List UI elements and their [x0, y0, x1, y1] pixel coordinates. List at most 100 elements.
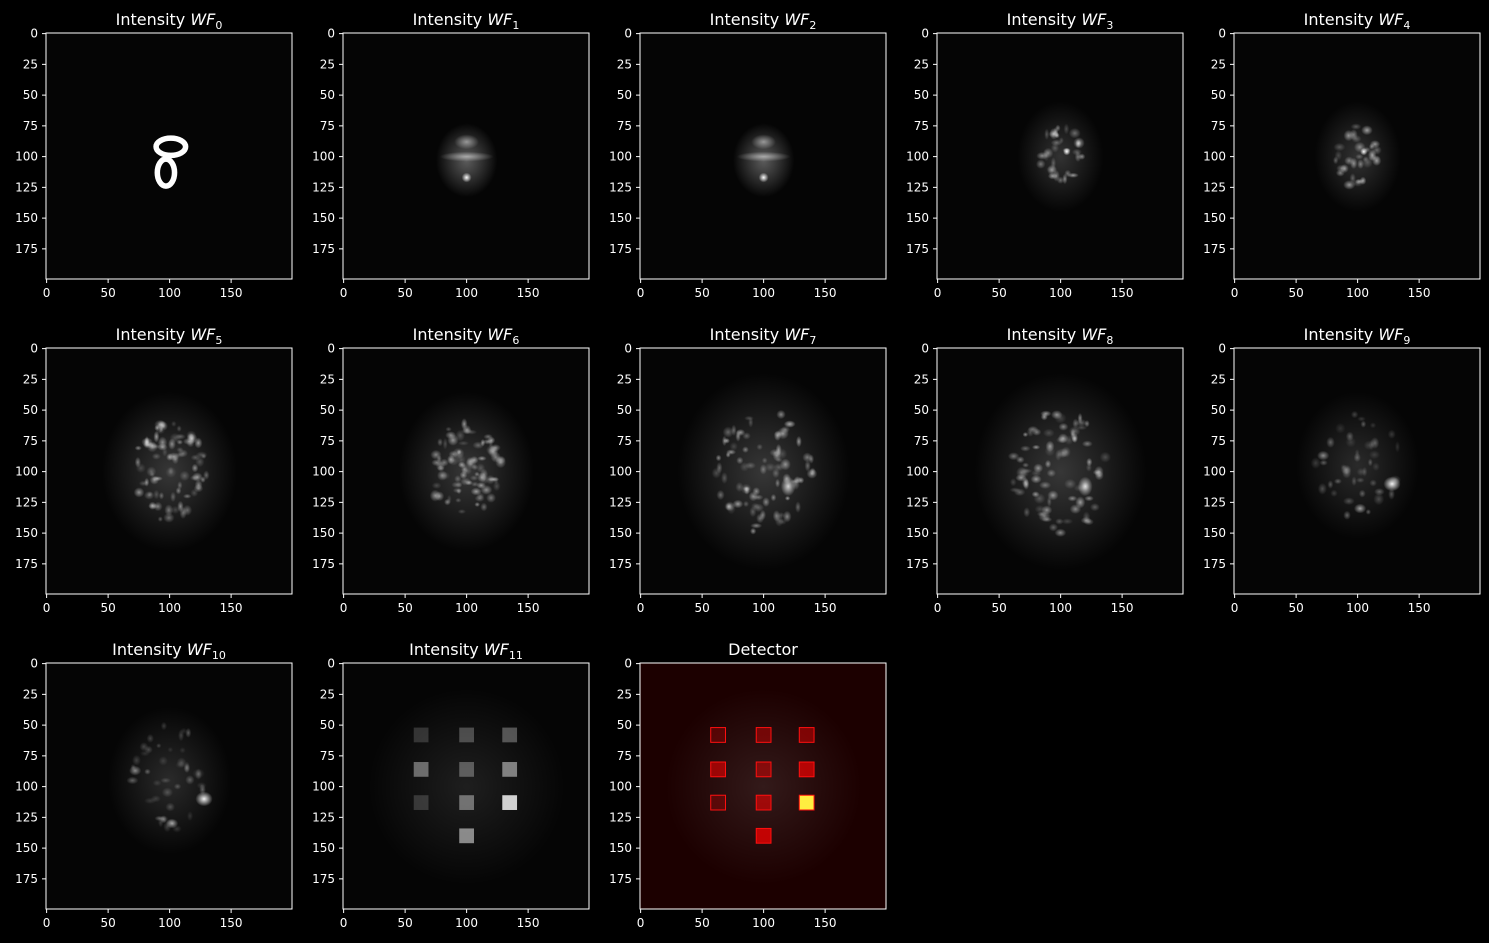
y-tick-label: 75	[320, 119, 335, 133]
intensity-blob	[1055, 124, 1061, 132]
y-tick-label: 175	[312, 557, 335, 571]
title-text: Intensity	[413, 325, 488, 344]
intensity-blob	[171, 420, 177, 428]
axes-frame	[342, 662, 590, 910]
title-subscript: 3	[1106, 19, 1113, 32]
intensity-blob	[1350, 123, 1362, 130]
y-tick-label: 100	[312, 150, 335, 164]
intensity-blob	[126, 776, 139, 785]
x-tick-label: 100	[455, 916, 478, 930]
title-variable: WF	[487, 325, 513, 344]
intensity-blob	[486, 492, 497, 503]
digit	[153, 135, 189, 159]
y-tick-label: 150	[15, 211, 38, 225]
intensity-blob	[753, 494, 764, 501]
intensity-blob	[720, 471, 728, 485]
intensity-blob	[1054, 528, 1067, 537]
intensity-blob	[1333, 478, 1342, 485]
intensity-blob	[782, 510, 792, 523]
y-tick-label: 175	[312, 872, 335, 886]
intensity-blob	[151, 452, 161, 460]
y-tick-label: 150	[906, 526, 929, 540]
intensity-blob	[716, 489, 725, 501]
y-tick-label: 125	[609, 810, 632, 824]
intensity-blob	[153, 430, 160, 443]
intensity-blob	[725, 502, 732, 511]
intensity-blob	[176, 439, 184, 445]
y-tick-label: 75	[23, 119, 38, 133]
x-tick-label: 150	[517, 286, 540, 300]
intensity-blob	[1369, 422, 1377, 429]
y-tick-label: 175	[15, 242, 38, 256]
intensity-blob	[1033, 463, 1044, 473]
digit	[154, 156, 178, 189]
intensity-blob	[446, 494, 452, 504]
image	[937, 348, 1183, 594]
intensity-blob	[758, 172, 769, 183]
y-tick-label: 100	[15, 465, 38, 479]
y-tick-label: 25	[617, 687, 632, 701]
y-tick-label: 125	[15, 495, 38, 509]
intensity-blob	[1054, 412, 1067, 424]
intensity-blob	[1361, 466, 1368, 477]
detector-region	[413, 727, 429, 743]
intensity-blob	[480, 502, 488, 512]
intensity-blob	[723, 437, 730, 444]
intensity-blob	[804, 459, 811, 472]
title-text: Intensity	[710, 325, 785, 344]
title-text: Intensity	[116, 10, 191, 29]
axes-frame	[45, 347, 293, 595]
intensity-blob	[176, 425, 182, 432]
intensity-blob	[1353, 452, 1361, 463]
intensity-blob	[133, 487, 145, 498]
title-subscript: 0	[215, 19, 222, 32]
panel: Intensity WF4 0 50 100 150 0 25 50 75 100 125 150 17…	[1203, 10, 1481, 300]
intensity-blob	[775, 457, 783, 463]
detector-region	[459, 762, 474, 777]
y-tick-label: 100	[312, 780, 335, 794]
panel: Intensity WF7 0 50 100 150 0 25 50 75 100 125 150 17…	[609, 325, 887, 615]
intensity-blob	[1349, 173, 1356, 184]
intensity-blob	[474, 501, 481, 508]
y-tick-label: 0	[30, 27, 38, 41]
y-tick-label: 0	[1218, 342, 1226, 356]
intensity-blob	[1044, 128, 1050, 141]
intensity-blob	[200, 476, 206, 483]
y-tick-label: 0	[327, 657, 335, 671]
title-subscript: 7	[809, 334, 816, 347]
intensity-blob	[1044, 445, 1056, 457]
y-tick-label: 25	[23, 372, 38, 386]
intensity-blob	[1341, 466, 1352, 479]
intensity-blob	[1027, 425, 1039, 433]
intensity-blob	[455, 497, 462, 503]
x-tick-label: 50	[1288, 601, 1303, 615]
intensity-blob	[182, 493, 192, 499]
intensity-blob	[1057, 433, 1069, 444]
title-subscript: 8	[1106, 334, 1113, 347]
y-tick-label: 175	[609, 557, 632, 571]
title-subscript: 11	[509, 649, 523, 662]
y-tick-label: 25	[23, 57, 38, 71]
intensity-blob	[177, 481, 183, 490]
y-tick-label: 25	[23, 687, 38, 701]
y-tick-label: 100	[312, 465, 335, 479]
intensity-blob	[1009, 478, 1017, 487]
intensity-blob	[1064, 478, 1077, 490]
intensity-blob	[773, 430, 785, 437]
intensity-blob	[157, 516, 163, 522]
intensity-blob	[795, 435, 802, 448]
intensity-blob	[1357, 159, 1365, 170]
y-tick-label: 75	[617, 119, 632, 133]
intensity-blob	[1036, 151, 1049, 160]
axes-frame	[639, 32, 887, 280]
intensity-blob	[457, 509, 467, 515]
panel: Intensity WF8 0 50 100 150 0 25 50 75 100 125 150 17…	[906, 325, 1184, 615]
intensity-blob	[439, 151, 494, 162]
intensity-blob	[1035, 159, 1046, 169]
x-tick-label: 100	[158, 916, 181, 930]
intensity-blob	[143, 490, 155, 500]
axes-frame	[936, 32, 1184, 280]
intensity-blob	[1063, 123, 1070, 135]
intensity-blob	[1077, 412, 1083, 424]
intensity-blob	[1333, 142, 1346, 152]
